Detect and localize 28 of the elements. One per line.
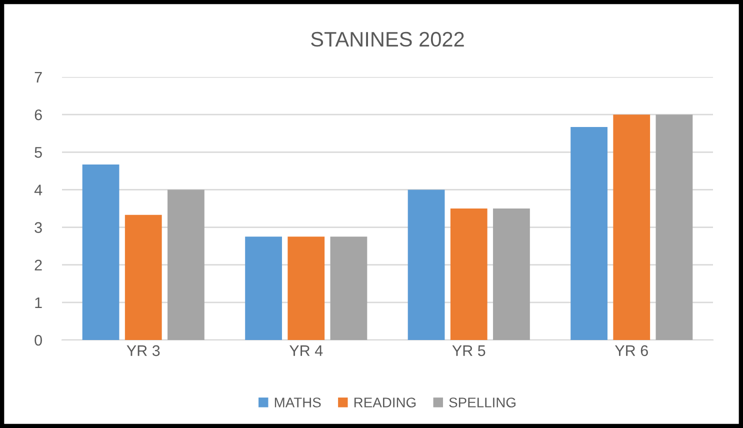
chart-title: STANINES 2022 [311, 32, 464, 47]
y-tick-label: 4 [34, 184, 42, 196]
x-tick-label: YR 3 [126, 345, 160, 356]
bar [82, 164, 120, 340]
y-tick-label: 7 [34, 72, 42, 83]
legend-label: READING [354, 398, 416, 408]
y-tick-label: 3 [34, 222, 42, 233]
bar [168, 190, 204, 340]
bar [288, 236, 325, 340]
bar [493, 208, 530, 340]
y-tick-label: 5 [34, 147, 42, 158]
bar [613, 114, 650, 340]
legend-label: SPELLING [449, 398, 516, 408]
x-tick-label: YR 6 [614, 345, 648, 356]
legend-label: MATHS [274, 398, 321, 408]
bar [450, 208, 488, 340]
bar [656, 114, 693, 340]
y-tick-label: 6 [34, 109, 42, 120]
bar [408, 190, 445, 340]
bar [330, 236, 368, 340]
bar [570, 126, 608, 340]
y-tick-label: 0 [34, 334, 42, 346]
x-tick-label: YR 4 [289, 345, 323, 356]
y-tick-label: 1 [35, 297, 42, 308]
y-tick-label: 2 [34, 260, 42, 270]
bar [124, 214, 162, 340]
x-tick-label: YR 5 [452, 345, 486, 356]
bar [245, 236, 282, 340]
